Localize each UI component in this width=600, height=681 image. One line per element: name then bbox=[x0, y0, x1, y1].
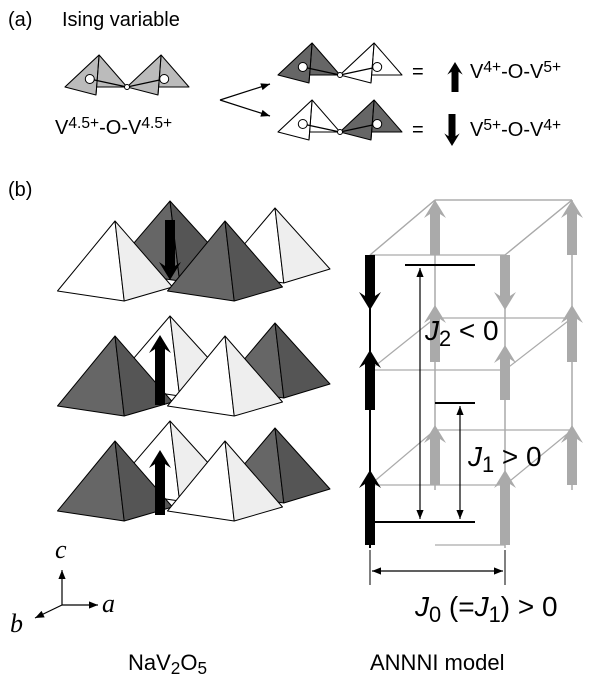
text-part: J bbox=[414, 591, 430, 622]
panel-label: (a) bbox=[8, 9, 32, 31]
text-part: 5+ bbox=[483, 117, 501, 134]
arrow-head bbox=[58, 570, 65, 579]
spin-shaft bbox=[452, 70, 459, 92]
spin-shaft bbox=[155, 346, 165, 405]
text-part: V bbox=[470, 61, 484, 83]
panel-label: (b) bbox=[8, 179, 32, 201]
arrow-head bbox=[89, 601, 98, 608]
tetrahedron-face bbox=[127, 55, 161, 95]
caption: NaV2O5 bbox=[128, 650, 207, 678]
page: (a) Ising variable = = (b) c a b V4.5+-O… bbox=[0, 0, 600, 681]
text-part: O bbox=[180, 650, 197, 675]
line bbox=[370, 430, 435, 485]
equals: = bbox=[412, 61, 424, 83]
equals: = bbox=[412, 119, 424, 141]
text-part: 4.5+ bbox=[68, 115, 99, 132]
text-part: ANNNI model bbox=[370, 650, 504, 675]
arrow-head bbox=[456, 510, 463, 519]
spin-shaft bbox=[155, 461, 165, 515]
v-ion bbox=[85, 75, 94, 84]
figure: (a) Ising variable = = (b) c a b V4.5+-O… bbox=[0, 0, 600, 681]
text-part: 5 bbox=[197, 658, 207, 678]
panel-title: Ising variable bbox=[62, 9, 180, 31]
spin-shaft bbox=[365, 481, 375, 545]
text-part: NaV bbox=[128, 650, 171, 675]
v-ion bbox=[160, 75, 169, 84]
text-part: -O-V bbox=[501, 119, 544, 141]
ion-label: V4+-O-V5+ bbox=[470, 59, 561, 83]
text-part: 4.5+ bbox=[141, 115, 172, 132]
tetrahedron-face bbox=[278, 43, 312, 83]
tetrahedron-face bbox=[340, 43, 374, 83]
spin-shaft bbox=[430, 436, 440, 485]
axis-label: b bbox=[10, 609, 23, 638]
arrow-head bbox=[494, 567, 503, 574]
spin-shaft bbox=[567, 211, 577, 255]
text-part: J bbox=[424, 315, 440, 346]
text-part: J bbox=[467, 441, 483, 472]
arrow-head bbox=[372, 567, 381, 574]
spin-shaft bbox=[500, 356, 510, 400]
pyramid-face bbox=[58, 221, 125, 301]
pyramid-face bbox=[275, 428, 330, 503]
tetrahedron-face bbox=[278, 100, 312, 140]
text-part: (= bbox=[441, 591, 474, 622]
o-ion bbox=[338, 73, 343, 78]
caption: ANNNI model bbox=[370, 650, 504, 675]
axis-label: c bbox=[55, 535, 67, 564]
spin-shaft bbox=[365, 361, 375, 410]
spin-shaft bbox=[449, 114, 456, 138]
spin-shaft bbox=[567, 316, 577, 362]
text-part: 2 bbox=[171, 658, 181, 678]
text-part: 5+ bbox=[543, 59, 561, 76]
text-part: V bbox=[470, 119, 484, 141]
line bbox=[505, 200, 572, 255]
text-part: 1 bbox=[489, 602, 501, 627]
arrow-head bbox=[260, 83, 270, 90]
text-part: ) > 0 bbox=[501, 591, 558, 622]
text-part: V bbox=[55, 117, 69, 139]
text-part: 4+ bbox=[543, 117, 561, 134]
pyramid-face bbox=[275, 323, 330, 398]
spin-shaft bbox=[567, 436, 577, 485]
pyramid-face bbox=[58, 336, 125, 416]
arrow-head bbox=[416, 268, 423, 277]
text-part: 1 bbox=[482, 452, 494, 477]
tetrahedron-face bbox=[65, 55, 99, 95]
o-ion bbox=[338, 130, 343, 135]
text-part: -O-V bbox=[99, 117, 142, 139]
coupling-label: J0 (=J1) > 0 bbox=[414, 591, 558, 627]
spin-shaft bbox=[430, 211, 440, 255]
arrow-head bbox=[260, 110, 270, 117]
spin-shaft bbox=[365, 255, 375, 299]
v-ion bbox=[298, 120, 307, 129]
ion-label: V5+-O-V4+ bbox=[470, 117, 561, 141]
coupling-label: J1 > 0 bbox=[467, 441, 542, 477]
ion-label: V4.5+-O-V4.5+ bbox=[55, 115, 172, 139]
axis-label: a bbox=[102, 589, 115, 618]
text-part: < 0 bbox=[451, 315, 498, 346]
o-ion bbox=[125, 85, 130, 90]
coupling-label: J2 < 0 bbox=[424, 315, 499, 351]
text-part: -O-V bbox=[501, 61, 544, 83]
arrow-head bbox=[456, 406, 463, 415]
v-ion bbox=[298, 63, 307, 72]
text-part: > 0 bbox=[494, 441, 541, 472]
spin-shaft bbox=[500, 255, 510, 299]
text-part: 4+ bbox=[483, 59, 501, 76]
line bbox=[370, 200, 435, 255]
arrow-head bbox=[35, 611, 45, 618]
text-part: J bbox=[474, 591, 490, 622]
v-ion bbox=[373, 63, 382, 72]
pyramid-face bbox=[275, 208, 330, 283]
spin-shaft bbox=[165, 220, 175, 269]
spin-shaft bbox=[500, 481, 510, 545]
tetrahedron-face bbox=[340, 100, 374, 140]
v-ion bbox=[373, 120, 382, 129]
arrow-head bbox=[416, 510, 423, 519]
pyramid-face bbox=[58, 441, 125, 521]
text-part: 2 bbox=[439, 326, 451, 351]
text-part: 0 bbox=[429, 602, 441, 627]
